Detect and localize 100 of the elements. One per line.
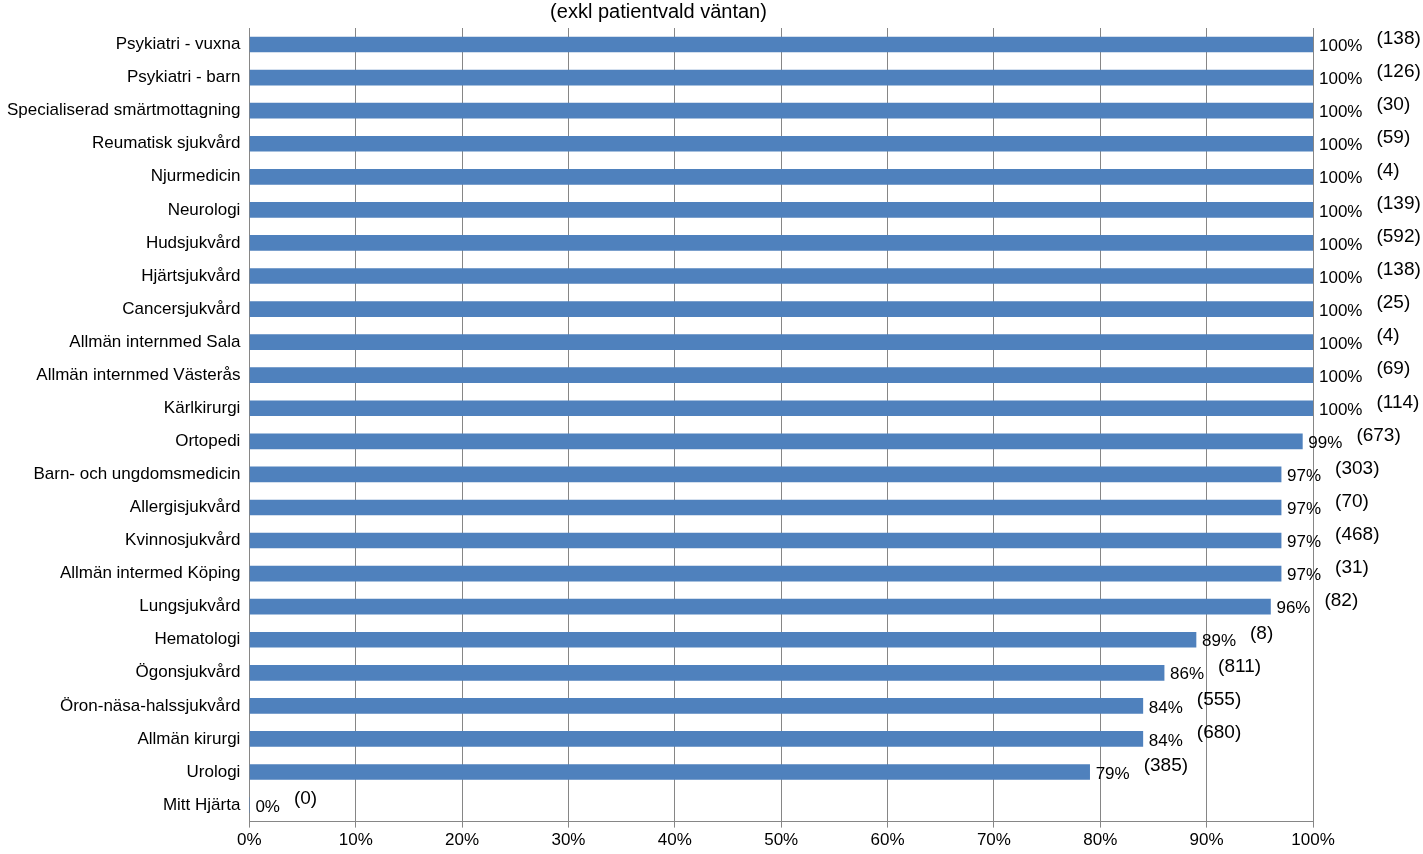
text: (138) <box>1376 26 1421 48</box>
annotation: (811) <box>1218 655 1262 677</box>
x-tick-label: 30% <box>551 830 586 850</box>
data-label: 100% <box>1319 168 1363 188</box>
data-label: 100% <box>1319 36 1363 56</box>
bar <box>249 664 1165 681</box>
bar <box>249 400 1313 417</box>
text: (673) <box>1356 423 1401 445</box>
data-label: 100% <box>1319 102 1363 122</box>
data-label: 84% <box>1148 697 1183 717</box>
bar <box>249 168 1313 185</box>
y-tick-label: Hudsjukvård <box>145 232 241 252</box>
bar <box>249 764 1090 780</box>
annotation: (555) <box>1196 688 1242 710</box>
x-tick-label: 60% <box>870 830 905 850</box>
y-tick-label: Psykiatri - barn <box>127 67 241 87</box>
annotation: (680) <box>1196 721 1242 743</box>
text: (70) <box>1335 489 1369 511</box>
x-tick-label: 50% <box>764 830 799 850</box>
bar <box>249 466 1282 483</box>
bar <box>249 565 1282 582</box>
data-label: 100% <box>1319 399 1363 419</box>
text: (69) <box>1376 357 1411 379</box>
text: (139) <box>1376 192 1421 214</box>
bar <box>249 698 1144 714</box>
x-tick-label: 0% <box>237 830 262 850</box>
bar <box>249 36 1313 53</box>
data-label: 100% <box>1319 333 1363 353</box>
x-tick-label: 40% <box>657 830 692 850</box>
data-label: 99% <box>1308 433 1343 453</box>
y-tick-label: Hematologi <box>154 629 241 649</box>
data-label: 97% <box>1287 499 1322 519</box>
data-label: 100% <box>1319 366 1363 386</box>
y-tick-label: Allmän kirurgi <box>137 728 241 748</box>
text: (30) <box>1376 92 1411 114</box>
data-label: 84% <box>1148 730 1183 750</box>
bar <box>249 202 1313 218</box>
y-tick-label: Ögonsjukvård <box>135 662 241 682</box>
y-tick-label: Specialiserad smärtmottagning <box>6 100 241 120</box>
x-tick-label: 70% <box>976 830 1011 850</box>
data-label: 86% <box>1170 664 1205 684</box>
y-tick-label: Psykiatri - vuxna <box>115 34 241 54</box>
y-tick-label: Urologi <box>186 761 241 781</box>
bar <box>249 631 1197 648</box>
data-label: 96% <box>1276 598 1311 618</box>
y-tick-label: Allergisjukvård <box>129 497 241 517</box>
data-label: 100% <box>1319 267 1363 287</box>
y-tick-label: Hjärtsjukvård <box>141 265 241 285</box>
text: (138) <box>1376 258 1421 280</box>
text: (114) <box>1376 390 1420 412</box>
annotation: (0) <box>293 787 318 809</box>
text: (31) <box>1335 555 1369 577</box>
text: (303) <box>1335 456 1380 478</box>
bar <box>249 69 1313 86</box>
text: (592) <box>1376 225 1421 247</box>
data-label: 97% <box>1287 466 1322 486</box>
y-tick-label: Mitt Hjärta <box>162 794 241 814</box>
data-label: 100% <box>1319 300 1363 320</box>
bar <box>249 334 1313 350</box>
x-tick-label: 80% <box>1083 830 1118 850</box>
y-tick-label: Allmän intermed Köping <box>59 563 241 583</box>
text: (4) <box>1376 324 1400 346</box>
data-label: 100% <box>1319 135 1363 155</box>
y-tick-label: Neurologi <box>167 199 241 219</box>
data-label: 97% <box>1287 565 1322 585</box>
bar <box>249 301 1313 317</box>
x-tick-label: 100% <box>1291 830 1335 850</box>
annotation: (8) <box>1250 621 1274 643</box>
bar <box>249 598 1271 615</box>
x-tick-label: 90% <box>1189 830 1224 850</box>
bar <box>249 235 1313 251</box>
text: (126) <box>1376 59 1421 81</box>
text: (59) <box>1376 125 1411 147</box>
text: (82) <box>1324 588 1359 610</box>
data-label: 100% <box>1319 69 1363 89</box>
bar <box>249 135 1313 152</box>
bar <box>249 268 1313 284</box>
y-tick-label: Allmän internmed Sala <box>69 331 241 351</box>
y-tick-label: Kärlkirurgi <box>163 397 241 417</box>
bar <box>249 731 1144 747</box>
text: (25) <box>1376 291 1411 313</box>
x-tick-label: 20% <box>445 830 480 850</box>
bar <box>249 433 1303 450</box>
bar <box>249 102 1313 119</box>
bar <box>249 499 1282 516</box>
data-label: 97% <box>1287 532 1322 552</box>
data-label: 79% <box>1095 763 1130 783</box>
text: (468) <box>1335 522 1380 544</box>
data-label: 0% <box>255 796 280 816</box>
y-tick-label: Njurmedicin <box>150 166 241 186</box>
data-label: 100% <box>1319 201 1363 221</box>
chart-title: (exkl patientvald väntan) <box>550 0 767 22</box>
text: (4) <box>1376 159 1400 181</box>
bar <box>249 367 1313 384</box>
y-tick-label: Ortopedi <box>175 431 241 451</box>
y-tick-label: Kvinnosjukvård <box>125 530 241 550</box>
y-tick-label: Öron-näsa-halssjukvård <box>59 695 241 715</box>
y-tick-label: Lungsjukvård <box>139 596 241 616</box>
x-tick-label: 10% <box>338 830 373 850</box>
data-label: 100% <box>1319 234 1363 254</box>
